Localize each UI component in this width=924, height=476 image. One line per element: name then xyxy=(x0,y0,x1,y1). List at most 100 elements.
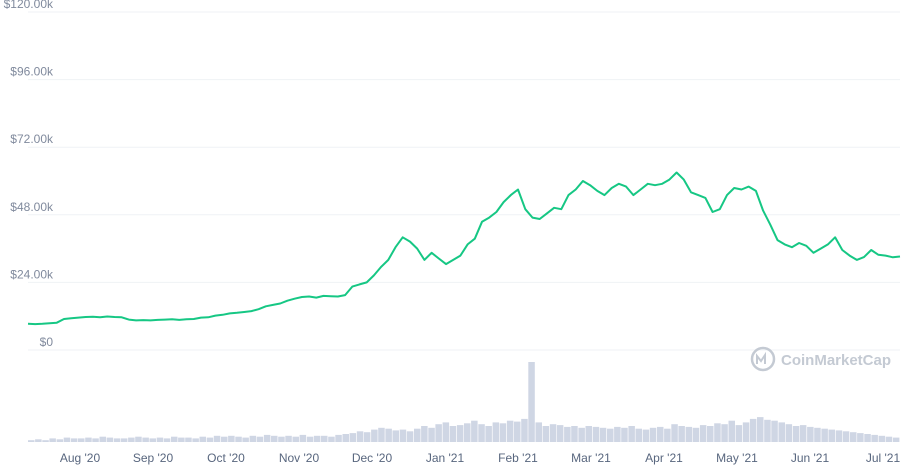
volume-bar xyxy=(199,436,206,442)
volume-bar xyxy=(814,427,821,442)
volume-bar xyxy=(28,440,35,442)
x-tick-label: Jul '21 xyxy=(866,451,901,465)
volume-bar xyxy=(692,427,700,442)
volume-bar xyxy=(263,434,271,442)
volume-bar xyxy=(478,424,485,442)
volume-bar xyxy=(235,436,242,442)
volume-bar xyxy=(714,423,721,442)
volume-bar xyxy=(306,436,314,442)
volume-bar xyxy=(349,433,357,442)
y-tick-label: $48.00k xyxy=(10,200,54,214)
volume-bar xyxy=(464,423,471,442)
volume-bar xyxy=(871,434,878,442)
volume-bar xyxy=(850,432,857,442)
coinmarketcap-watermark: CoinMarketCap xyxy=(750,346,891,372)
volume-bar xyxy=(406,431,414,442)
volume-bar xyxy=(163,438,171,442)
volume-bar xyxy=(842,431,850,442)
y-tick-label: $24.00k xyxy=(10,267,54,281)
volume-bar xyxy=(385,428,392,442)
volume-bar xyxy=(371,429,378,442)
volume-bar xyxy=(99,436,106,442)
x-tick-label: Apr '21 xyxy=(645,451,683,465)
volume-bar xyxy=(514,421,521,442)
volume-bar xyxy=(242,437,249,442)
volume-bar xyxy=(106,437,114,442)
volume-bar xyxy=(78,438,85,442)
volume-bar xyxy=(542,426,550,442)
volume-bar xyxy=(592,426,600,442)
volume-bar xyxy=(271,435,278,442)
volume-bar xyxy=(421,426,428,442)
volume-bar xyxy=(185,437,192,442)
volume-bar xyxy=(70,438,78,442)
volume-bar xyxy=(342,434,349,442)
y-tick-label: $120.00k xyxy=(4,0,54,11)
volume-bar xyxy=(671,424,678,442)
volume-bar xyxy=(799,425,807,442)
volume-bar xyxy=(92,438,99,442)
x-tick-label: Sep '20 xyxy=(133,451,174,465)
volume-bar xyxy=(206,437,214,442)
volume-bar xyxy=(221,436,228,442)
volume-bar xyxy=(778,422,785,442)
x-tick-label: May '21 xyxy=(716,451,758,465)
volume-bar xyxy=(828,429,835,442)
volume-bar xyxy=(728,420,735,442)
x-tick-label: Oct '20 xyxy=(207,451,245,465)
volume-bar xyxy=(363,432,371,442)
volume-bar xyxy=(678,426,685,442)
volume-bar xyxy=(821,428,828,442)
volume-bar xyxy=(42,440,49,442)
volume-bar xyxy=(835,430,843,442)
volume-bar xyxy=(213,435,221,442)
volume-bar xyxy=(149,438,156,442)
volume-bar xyxy=(113,438,121,442)
volume-bar xyxy=(785,424,793,442)
volume-bar xyxy=(721,424,728,442)
x-tick-label: Jan '21 xyxy=(426,451,465,465)
volume-bar xyxy=(328,436,335,442)
volume-bar xyxy=(735,425,743,442)
volume-bar xyxy=(135,436,142,442)
volume-bar xyxy=(771,420,778,442)
y-tick-label: $0 xyxy=(40,335,54,349)
volume-bar xyxy=(621,427,628,442)
volume-bar xyxy=(885,436,893,442)
volume-bar xyxy=(392,430,399,442)
volume-bar xyxy=(571,426,578,442)
volume-bar xyxy=(299,434,307,442)
volume-bar xyxy=(535,422,542,442)
volume-bar xyxy=(171,436,178,442)
volume-bar xyxy=(657,426,664,442)
volume-bar xyxy=(492,422,500,442)
volume-bar xyxy=(120,438,128,442)
logo-mark-icon xyxy=(756,351,766,364)
volume-bar xyxy=(742,422,750,442)
volume-bar xyxy=(607,428,614,442)
volume-bar xyxy=(178,437,185,442)
volume-bar xyxy=(414,428,421,442)
volume-bar xyxy=(399,429,407,442)
volume-bar xyxy=(599,427,607,442)
volume-bar xyxy=(321,435,328,442)
watermark-text: CoinMarketCap xyxy=(781,352,891,369)
volume-bar xyxy=(192,438,199,442)
volume-bar xyxy=(878,435,886,442)
volume-bar xyxy=(499,423,507,442)
volume-bar xyxy=(456,425,464,442)
volume-bar xyxy=(521,418,528,442)
volume-bar xyxy=(428,427,435,442)
volume-bar xyxy=(142,437,149,442)
coinmarketcap-logo-icon xyxy=(750,346,776,372)
volume-bar xyxy=(685,426,693,442)
price-line-series xyxy=(27,171,901,326)
volume-bar xyxy=(335,434,342,442)
volume-bar xyxy=(556,425,564,442)
volume-bar xyxy=(35,439,42,442)
volume-bar xyxy=(764,419,771,442)
volume-bar xyxy=(649,427,657,442)
volume-bar xyxy=(449,426,457,442)
grid xyxy=(28,11,900,351)
volume-bar xyxy=(549,424,557,442)
